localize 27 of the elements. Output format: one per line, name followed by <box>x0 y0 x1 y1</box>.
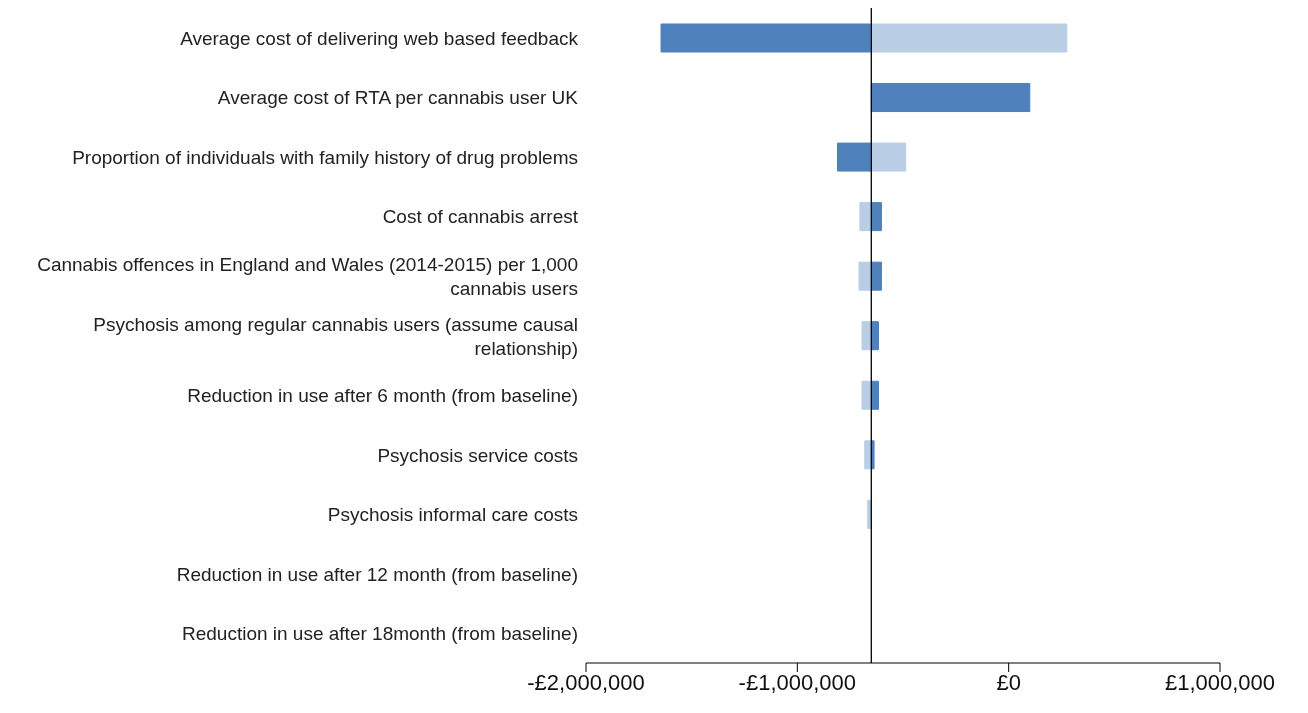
bar <box>870 261 882 291</box>
x-tick-label: £0 <box>996 669 1021 695</box>
y-tick-label: Reduction in use after 18month (from baseline) <box>181 622 578 644</box>
y-tick-label: Average cost of RTA per cannabis user UK <box>217 86 579 108</box>
bar <box>870 83 1031 113</box>
y-tick-label: Average cost of delivering web based feedback <box>180 27 579 49</box>
bar <box>870 23 1068 53</box>
x-tick-label: -£2,000,000 <box>527 669 645 695</box>
y-tick-label: Cost of cannabis arrest <box>382 205 579 227</box>
x-tick-label: £1,000,000 <box>1164 669 1276 695</box>
bar <box>858 261 872 291</box>
y-tick-label: Psychosis among regular cannabis users (assume causal relationship) <box>93 313 578 358</box>
bar <box>660 23 872 53</box>
y-tick-label: Cannabis offences in England and Wales (2014-2015) per 1,000 cannabis users <box>37 253 578 299</box>
bar <box>870 202 882 232</box>
x-tick-label: -£1,000,000 <box>738 669 857 695</box>
bar <box>861 321 872 351</box>
y-tick-label: Reduction in use after 12 month (from baseline) <box>176 563 578 585</box>
y-tick-label: Psychosis informal care costs <box>327 503 578 525</box>
bar <box>859 202 872 232</box>
bar <box>836 142 872 172</box>
bar <box>864 440 872 470</box>
bar <box>861 380 872 410</box>
y-tick-label: Proportion of individuals with family history of drug problems <box>72 146 578 168</box>
bar <box>870 142 907 172</box>
y-tick-label: Psychosis service costs <box>377 444 578 466</box>
y-tick-label: Reduction in use after 6 month (from baseline) <box>187 384 578 406</box>
